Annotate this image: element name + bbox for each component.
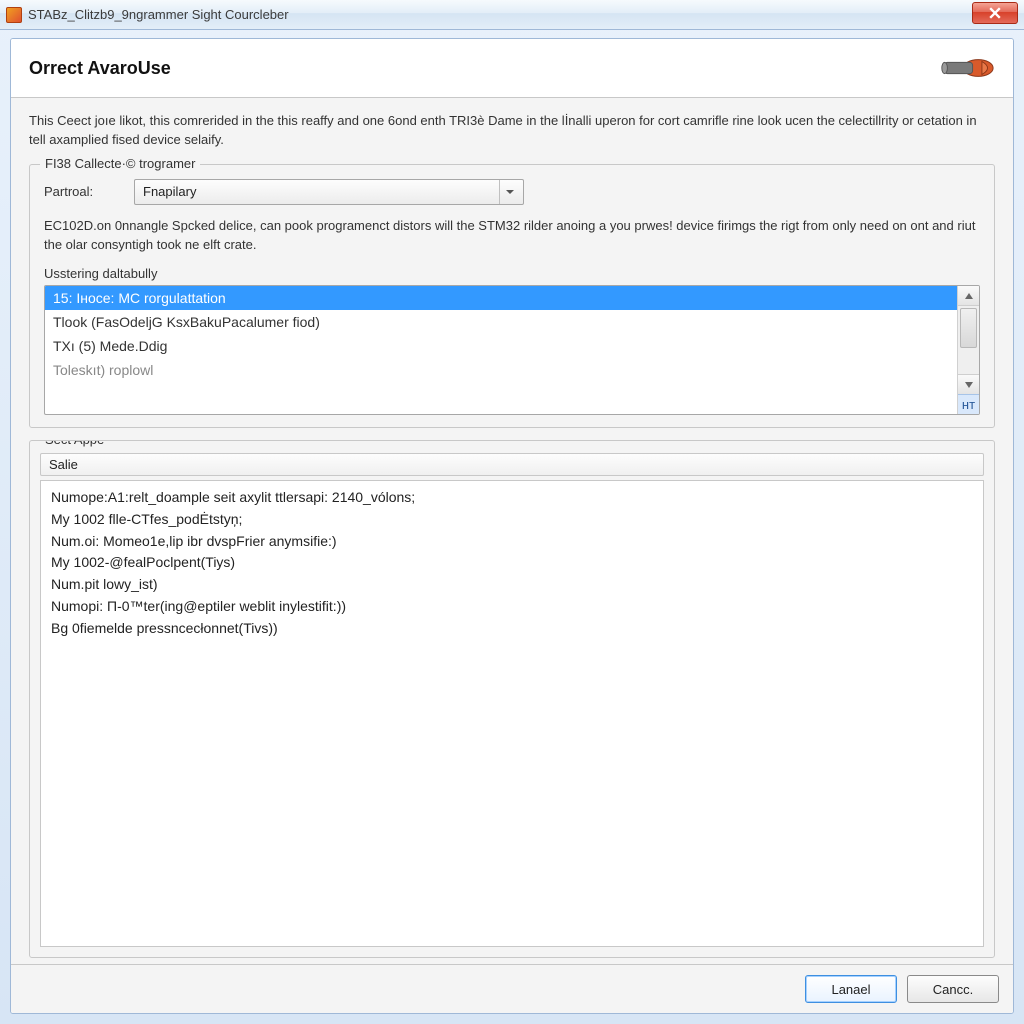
application-window: STABz_Clitzb9_9ngrammer Sight Courcleber… <box>0 0 1024 1024</box>
cancel-button[interactable]: Cancc. <box>907 975 999 1003</box>
chevron-down-icon <box>499 180 519 204</box>
protocol-combobox[interactable]: Fnapilary <box>134 179 524 205</box>
ok-button[interactable]: Lanael <box>805 975 897 1003</box>
options-listbox[interactable]: 15: Iносe: MC rorgulattation Tlook (FasO… <box>44 285 980 415</box>
list-item[interactable]: 15: Iносe: MC rorgulattation <box>45 286 957 310</box>
close-icon <box>989 7 1001 19</box>
protocol-row: Partroal: Fnapilary <box>44 179 980 205</box>
dialog-body: This Ceect joıe likot, this comrerided i… <box>11 98 1013 964</box>
list-item[interactable]: Toleskıt) roplowl <box>45 358 957 382</box>
list-item[interactable]: TXı (5) Mede.Ddig <box>45 334 957 358</box>
app-icon <box>6 7 22 23</box>
list-label: Usstering daltabully <box>44 266 980 281</box>
protocol-label: Partroal: <box>44 184 134 199</box>
programmer-group-legend: FI38 Callecte·© trogramer <box>40 156 200 171</box>
titlebar[interactable]: STABz_Clitzb9_9ngrammer Sight Courcleber <box>0 0 1024 30</box>
bullet-icon <box>939 53 995 83</box>
programmer-group: FI38 Callecte·© trogramer Partroal: Fnap… <box>29 164 995 429</box>
output-console[interactable]: Numope:A1:relt_doample seit axylit ttler… <box>40 480 984 947</box>
dialog-header: Orrect AvaroUse <box>11 39 1013 98</box>
page-title: Orrect AvaroUse <box>29 58 939 79</box>
list-item[interactable]: Tlook (FasOdeljG KsxBakuPacalumer fiod) <box>45 310 957 334</box>
scroll-corner-icon: нт <box>958 394 979 414</box>
window-title: STABz_Clitzb9_9ngrammer Sight Courcleber <box>28 7 289 22</box>
dialog-footer: Lanael Cancc. <box>11 964 1013 1013</box>
protocol-info-text: EC102D.on 0nnangle Spcked delice, can po… <box>44 217 980 255</box>
dialog-panel: Orrect AvaroUse This Ceect joıe likot, t… <box>10 38 1014 1014</box>
output-group: Sect Appe Salie Numope:A1:relt_doample s… <box>29 440 995 958</box>
scroll-up-icon[interactable] <box>958 286 979 306</box>
output-header: Salie <box>40 453 984 476</box>
protocol-value: Fnapilary <box>143 184 499 199</box>
scroll-thumb[interactable] <box>960 308 977 348</box>
output-group-legend: Sect Appe <box>40 440 109 447</box>
description-text: This Ceect joıe likot, this comrerided i… <box>29 112 995 150</box>
close-button[interactable] <box>972 2 1018 24</box>
scroll-down-icon[interactable] <box>958 374 979 394</box>
listbox-scrollbar[interactable]: нт <box>957 286 979 414</box>
